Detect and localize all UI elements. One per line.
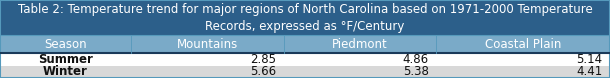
Bar: [436, 66, 610, 78]
Bar: [131, 53, 284, 66]
Bar: [0, 35, 131, 53]
Text: Winter: Winter: [43, 65, 88, 78]
Bar: [131, 66, 284, 78]
Text: 5.14: 5.14: [576, 53, 603, 66]
Text: 4.41: 4.41: [576, 65, 603, 78]
Text: 4.86: 4.86: [403, 53, 429, 66]
Bar: [436, 53, 610, 66]
Text: Piedmont: Piedmont: [332, 38, 388, 51]
Text: Mountains: Mountains: [177, 38, 238, 51]
Bar: [284, 35, 436, 53]
Text: Table 2: Temperature trend for major regions of North Carolina based on 1971-200: Table 2: Temperature trend for major reg…: [18, 2, 592, 33]
Text: 5.38: 5.38: [403, 65, 429, 78]
Bar: [284, 53, 436, 66]
Text: 5.66: 5.66: [250, 65, 276, 78]
Bar: [0, 53, 131, 66]
Bar: [131, 35, 284, 53]
Text: Coastal Plain: Coastal Plain: [485, 38, 561, 51]
Bar: [436, 35, 610, 53]
Bar: [0, 0, 610, 35]
Text: 2.85: 2.85: [250, 53, 276, 66]
Text: Season: Season: [45, 38, 87, 51]
Bar: [0, 66, 131, 78]
Text: Summer: Summer: [38, 53, 93, 66]
Bar: [284, 66, 436, 78]
